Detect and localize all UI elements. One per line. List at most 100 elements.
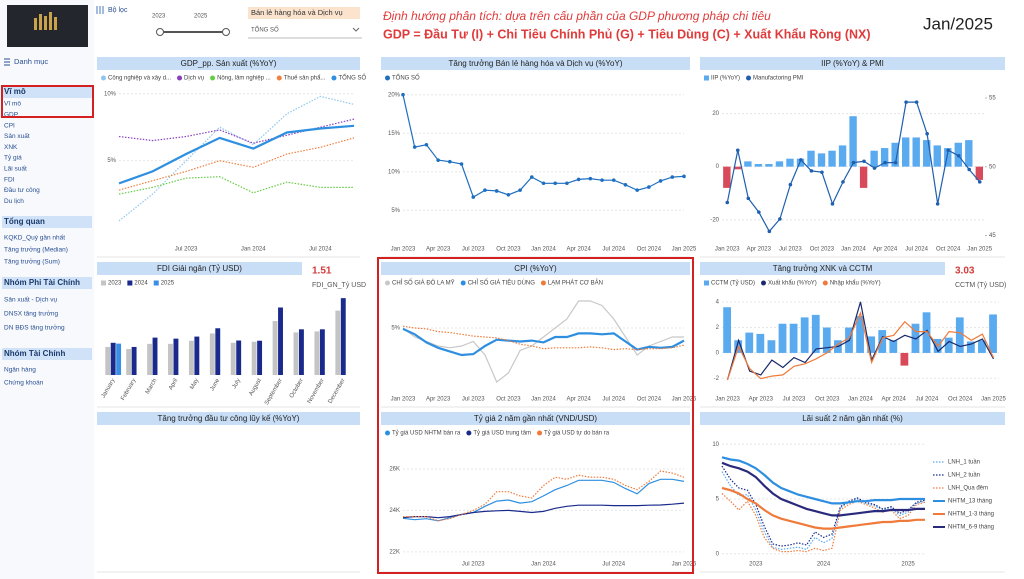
menu-item[interactable]: DN BĐS tăng trưởng (4, 324, 65, 332)
y-tick-label: 5% (391, 208, 400, 214)
menu-item[interactable]: Sản xuất (4, 131, 30, 140)
bar (796, 158, 805, 167)
filter-icon[interactable] (96, 6, 104, 14)
point (851, 160, 856, 165)
menu-item[interactable]: CPI (4, 122, 15, 129)
bar (116, 343, 122, 375)
bar (975, 166, 984, 180)
x-tick-label: 2023 (749, 562, 763, 568)
legend-marker (460, 280, 466, 286)
card-label: FDI_GN_Tỷ USD (312, 282, 366, 289)
group-title[interactable]: Tổng quan (4, 217, 45, 226)
y-tick-label: 2 (716, 325, 720, 331)
legend-label: Tỷ giá USD NHTM bán ra (392, 430, 461, 437)
x-tick-label: Oct 2023 (810, 247, 835, 253)
dropdown-sector[interactable]: Bán lẻ hàng hóa và Dịch vụ (251, 8, 343, 17)
menu-item[interactable]: Ngân hàng (4, 367, 36, 374)
bar (900, 352, 909, 366)
legend-label: Công nghiệp và xây d... (108, 76, 171, 82)
menu-item[interactable]: FDI (4, 176, 15, 183)
bar (756, 333, 765, 353)
point (401, 92, 405, 97)
x-tick-label: Jul 2023 (462, 247, 485, 253)
menu-item[interactable]: Đầu tư công (4, 185, 40, 194)
legend-marker (540, 280, 546, 286)
year-from[interactable]: 2023 (152, 14, 166, 20)
dropdown-sector-bg[interactable] (248, 7, 360, 19)
legend-marker (331, 75, 337, 81)
chevron[interactable] (352, 27, 360, 32)
point (904, 100, 908, 104)
bar (230, 342, 236, 375)
legend-label: Tỷ giá USD tự do bán ra (544, 430, 610, 437)
menu-item[interactable]: Vĩ mô (4, 101, 21, 108)
point (862, 159, 866, 164)
menu-item[interactable]: Tăng trưởng (Median) (4, 246, 68, 254)
bar (838, 145, 847, 167)
y2-tick-label: 50 (989, 164, 996, 170)
bar (817, 153, 826, 167)
menu-item[interactable]: XNK (4, 144, 18, 151)
menu-icon[interactable] (4, 58, 10, 66)
highlight-box (1, 85, 94, 118)
x-tick-label: April (168, 378, 179, 391)
bar (105, 346, 111, 375)
menu-item[interactable]: DNSX tăng trưởng (4, 310, 59, 318)
bar (800, 317, 809, 353)
bar (912, 137, 920, 167)
y-tick-label: 24K (389, 508, 400, 514)
bar (811, 314, 820, 353)
legend-marker (101, 75, 106, 81)
group-title[interactable]: Vĩ mô (4, 87, 26, 96)
card-value: 1.51 (312, 266, 332, 277)
menu-item[interactable]: Tỷ giá (4, 155, 22, 162)
point (977, 180, 982, 184)
legend-marker (276, 75, 282, 81)
y-tick-label: 26K (389, 467, 400, 473)
group-header-bg (2, 348, 92, 360)
chart-title: Tăng trưởng đầu tư công lũy kế (%YoY) (158, 414, 300, 423)
slider-handle[interactable] (222, 28, 230, 36)
menu-item[interactable]: KQKD_Quý gần nhất (4, 233, 65, 242)
menu-item[interactable]: Sản xuất - Dịch vụ (4, 295, 57, 304)
menu-item[interactable]: Du lịch (4, 198, 24, 205)
legend-label: TỔNG SỐ (392, 75, 420, 82)
x-tick-label: Jan 2024 (531, 397, 556, 403)
bar (880, 148, 889, 167)
chart-title: Lãi suất 2 năm gần nhất (%) (802, 414, 903, 423)
x-tick-label: Apr 2023 (426, 397, 451, 403)
bar (314, 331, 320, 375)
bar (194, 336, 200, 375)
filter-label[interactable]: Bộ lọc (108, 7, 128, 14)
menu-item[interactable]: Lãi suất (4, 164, 27, 173)
x-tick-label: Jul 2023 (779, 247, 802, 253)
dropdown-item[interactable]: TỔNG SỐ (251, 27, 279, 34)
x-tick-label: Apr 2024 (873, 247, 898, 253)
x-tick-label: Jan 2023 (391, 397, 416, 403)
line (726, 311, 995, 381)
bar (298, 329, 304, 375)
menu-item[interactable]: Tăng trưởng (Sum) (4, 258, 60, 266)
y-tick-label: 20% (388, 92, 401, 98)
menu-item[interactable]: Chứng khoán (4, 380, 44, 387)
year-to[interactable]: 2025 (194, 14, 208, 20)
x-tick-label: Apr 2023 (749, 397, 774, 403)
point (553, 181, 558, 186)
group-title[interactable]: Nhóm Tài Chính (4, 349, 65, 358)
group-title[interactable]: Nhóm Phi Tài Chính (4, 278, 80, 287)
bar (152, 337, 158, 375)
chart-title: Tăng trưởng XNK và CCTM (773, 264, 873, 273)
x-tick-label: Oct 2024 (637, 397, 662, 403)
bar (778, 323, 787, 353)
point (506, 193, 511, 197)
bar (828, 150, 836, 167)
bar (978, 340, 986, 353)
point (967, 167, 972, 172)
x-tick-label: Apr 2024 (566, 397, 591, 403)
menu-label[interactable]: Danh mục (14, 57, 48, 66)
slider-handle[interactable] (156, 28, 164, 36)
line (721, 493, 926, 553)
group-header-bg (2, 86, 92, 98)
menu-item[interactable]: GDP (4, 112, 18, 119)
bar (272, 320, 278, 375)
